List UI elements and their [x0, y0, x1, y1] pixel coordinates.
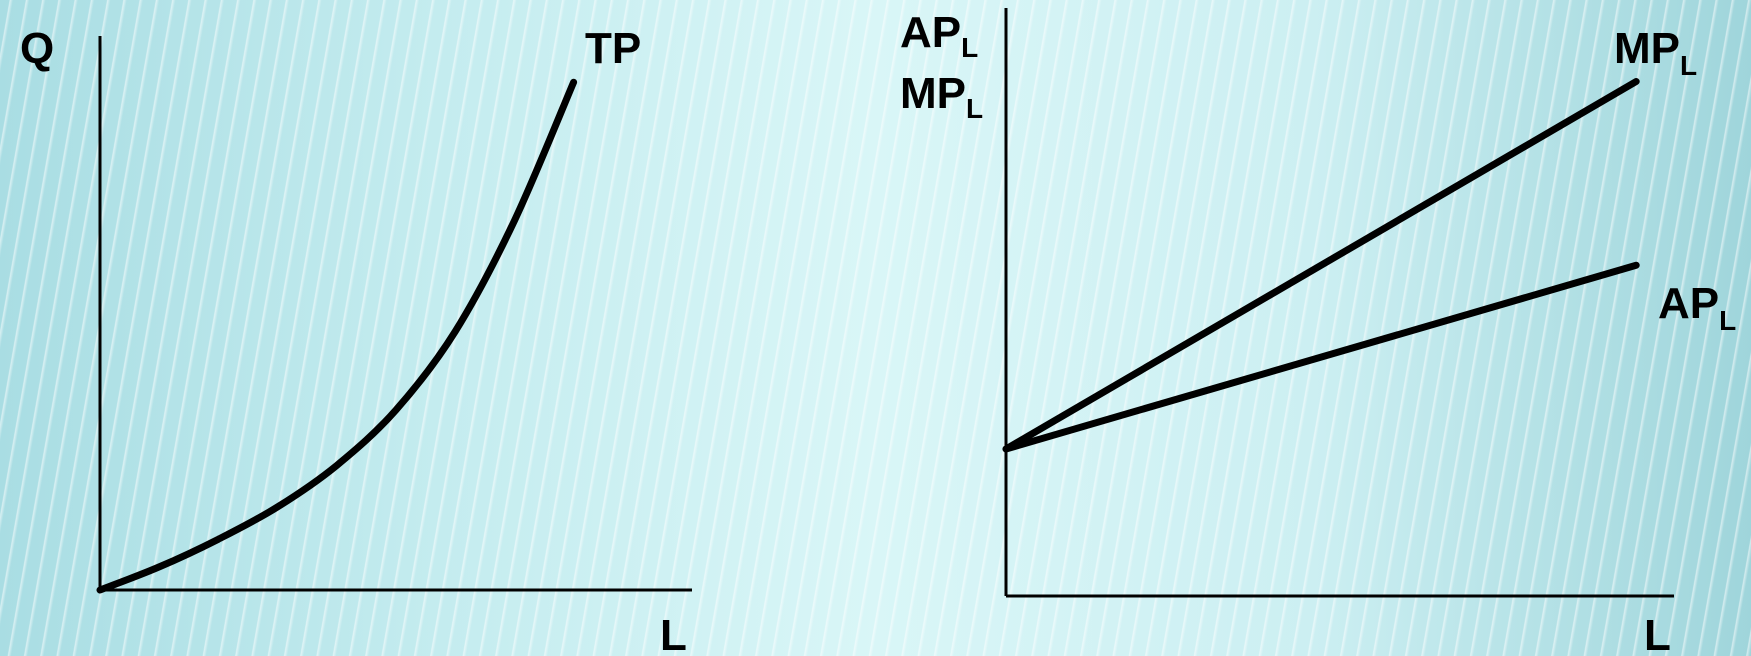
left-y-axis-label: Q — [20, 24, 54, 73]
right-y-axis-label-mp: MPL — [900, 69, 983, 124]
mp-line — [1002, 78, 1640, 453]
right-y-axis-label-ap: APL — [900, 8, 978, 63]
right-x-axis-label: L — [1644, 611, 1671, 656]
ap-mp-chart: APL MPL MPL APL L — [900, 8, 1736, 656]
ap-line — [1002, 261, 1640, 453]
left-x-axis-label: L — [660, 611, 687, 656]
tp-curve — [96, 78, 578, 594]
tp-chart: Q L TP — [20, 24, 692, 656]
mp-series-label: MPL — [1614, 24, 1697, 81]
ap-series-label: APL — [1658, 279, 1736, 336]
tp-series-label: TP — [585, 24, 641, 73]
